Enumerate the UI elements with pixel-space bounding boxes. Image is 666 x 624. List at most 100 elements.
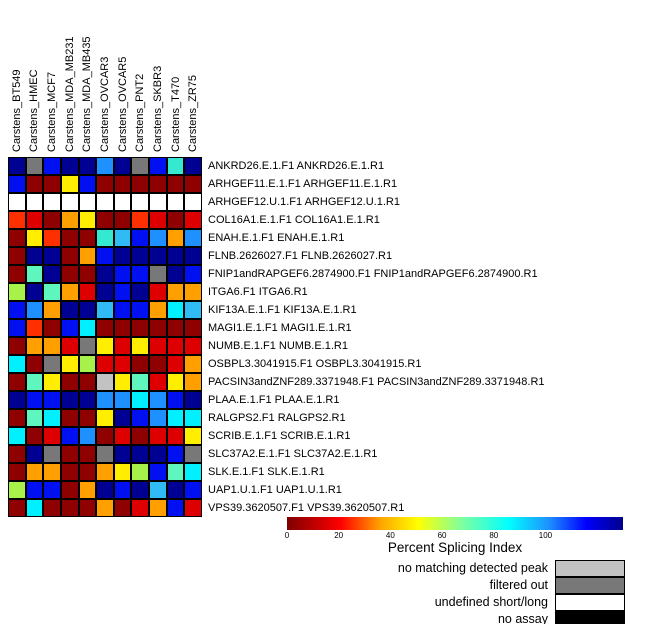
heatmap-cell-darkred (150, 356, 166, 372)
heatmap-cell-skyblue (114, 230, 131, 246)
heatmap-cell-darkred (79, 410, 96, 426)
heatmap-cell-navy (150, 248, 166, 264)
column-label: Carstens_T470 (169, 76, 182, 152)
heatmap-cell-blue (79, 176, 96, 192)
heatmap-cell-cyan (132, 392, 149, 408)
heatmap-cell-white (44, 194, 60, 210)
heatmap-cell-cyan (26, 500, 43, 516)
heatmap-cell-yellow (185, 428, 201, 444)
row-label: ITGA6.F1 ITGA6.R1 (208, 286, 308, 298)
heatmap-cell-white (9, 194, 25, 210)
heatmap-cell-darkred (26, 428, 43, 444)
heatmap-cell-red (44, 428, 60, 444)
colorbar-tick-label: 100 (538, 531, 553, 540)
heatmap-cell-red (167, 428, 184, 444)
heatmap-cell-aquamarine (167, 464, 184, 480)
heatmap-cell-darkred (61, 464, 78, 480)
heatmap-cell-aquamarine (26, 374, 43, 390)
heatmap-cell-darkred (132, 428, 149, 444)
heatmap-cell-blue (9, 302, 25, 318)
heatmap-cell-darkred (9, 230, 25, 246)
heatmap-cell-darkred (61, 482, 78, 498)
row-label: KIF13A.E.1.F1 KIF13A.E.1.R1 (208, 304, 357, 316)
row-label: MAGI1.E.1.F1 MAGI1.E.1.R1 (208, 322, 352, 334)
heatmap-cell-orange (61, 212, 78, 228)
heatmap-cell-darkred (61, 410, 78, 426)
heatmap-cell-navy (132, 482, 149, 498)
heatmap-cell-skyblue (97, 302, 113, 318)
heatmap-cell-blue (9, 320, 25, 336)
heatmap-cell-red (61, 338, 78, 354)
heatmap-cell-cyan (167, 410, 184, 426)
heatmap-cell-orange (185, 356, 201, 372)
heatmap-cell-blue (185, 482, 201, 498)
heatmap-cell-white (61, 194, 78, 210)
heatmap-cell-orange (79, 482, 96, 498)
heatmap-cell-yellow (44, 374, 60, 390)
heatmap-cell-gray (97, 446, 113, 462)
heatmap-cell-darkred (79, 500, 96, 516)
heatmap-cell-gray (44, 446, 60, 462)
heatmap-cell-blue (167, 446, 184, 462)
heatmap-cell-darkred (79, 230, 96, 246)
heatmap-cell-dodgerblue (150, 230, 166, 246)
column-label: Carstens_MCF7 (46, 71, 59, 152)
heatmap-cell-orange (97, 464, 113, 480)
heatmap-cell-orange (26, 338, 43, 354)
column-label: Carstens_ZR75 (187, 74, 200, 152)
heatmap-cell-darkred (97, 320, 113, 336)
heatmap-cell-navy (9, 158, 25, 174)
heatmap-cell-darkred (9, 410, 25, 426)
heatmap-cell-red (114, 338, 131, 354)
heatmap-cell-lightgray (97, 374, 113, 390)
row-label: ARHGEF12.U.1.F1 ARHGEF12.U.1.R1 (208, 196, 400, 208)
heatmap-cell-turquoise (167, 158, 184, 174)
row-label: ARHGEF11.E.1.F1 ARHGEF11.E.1.R1 (208, 178, 398, 190)
legend-swatch (555, 577, 625, 594)
heatmap-cell-cyan (44, 410, 60, 426)
heatmap-cell-aquamarine (44, 284, 60, 300)
heatmap-cell-darkred (9, 338, 25, 354)
row-label: NUMB.E.1.F1 NUMB.E.1.R1 (208, 340, 348, 352)
heatmap-cell-orangered (132, 212, 149, 228)
legend-item: undefined short/long (370, 594, 625, 611)
heatmap-cell-red (185, 500, 201, 516)
heatmap-cell-orange (97, 500, 113, 516)
heatmap-cell-blue (132, 302, 149, 318)
heatmap-cell-cyan (185, 464, 201, 480)
row-label: UAP1.U.1.F1 UAP1.U.1.R1 (208, 484, 342, 496)
heatmap-cell-darkred (9, 248, 25, 264)
colorbar-tick-label: 20 (334, 531, 344, 540)
heatmap-cell-red (167, 356, 184, 372)
row-label: VPS39.3620507.F1 VPS39.3620507.R1 (208, 502, 405, 514)
heatmap-cell-cyan (185, 410, 201, 426)
legend-item: no matching detected peak (370, 560, 625, 577)
heatmap-cell-navy (167, 248, 184, 264)
column-label: Carstens_HMEC (28, 69, 41, 152)
heatmap-cell-darkred (44, 176, 60, 192)
heatmap-cell-red (114, 356, 131, 372)
heatmap-cell-darkred (185, 320, 201, 336)
colorbar-tick-label: 60 (437, 531, 447, 540)
heatmap-cell-darkred (79, 446, 96, 462)
heatmap-cell-navy (61, 158, 78, 174)
heatmap-cell-darkred (79, 464, 96, 480)
heatmap-cell-darkred (132, 320, 149, 336)
heatmap-cell-darkred (9, 464, 25, 480)
heatmap-cell-orange (185, 374, 201, 390)
heatmap-cell-darkred (150, 176, 166, 192)
heatmap-cell-orange (150, 500, 166, 516)
legend-item: no assay (370, 611, 625, 624)
heatmap-cell-orange (150, 302, 166, 318)
row-labels: ANKRD26.E.1.F1 ANKRD26.E.1.R1 ARHGEF11.E.… (208, 157, 545, 517)
heatmap-cell-orange (79, 248, 96, 264)
heatmap-cell-darkred (185, 176, 201, 192)
column-label: Carstens_MDA_MB231 (63, 36, 76, 152)
heatmap-cell-orange (167, 230, 184, 246)
heatmap-cell-orange (44, 302, 60, 318)
legend-label: filtered out (489, 578, 548, 592)
heatmap-cell-white (97, 194, 113, 210)
heatmap-cell-greenyellow (79, 356, 96, 372)
colorbar-tick-label: 0 (284, 531, 290, 540)
heatmap-cell-red (79, 284, 96, 300)
